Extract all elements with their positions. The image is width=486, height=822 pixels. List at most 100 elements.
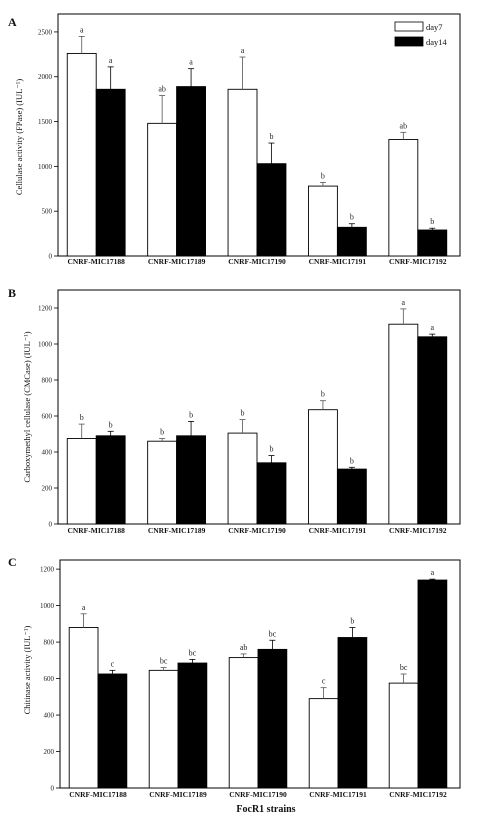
panel-a-bar-day7-1: [147, 122, 178, 257]
panel-a-category-label-0: CNRF-MIC17188: [67, 257, 125, 266]
panel-c-bar-day7-1: [148, 669, 179, 789]
panel-a-bar-day7-2: [227, 88, 258, 257]
panel-b-category-label-1: CNRF-MIC17189: [148, 526, 206, 535]
panel-b-y-ticks: 0 200 400 600 800 1000 1200: [38, 305, 58, 529]
panel-b-sig-letter-day7-0: b: [80, 413, 84, 422]
panel-a-bar-day7-3: [308, 185, 338, 257]
panel-b-bars: b b b b b b b b a a: [66, 298, 448, 525]
panel-c-y-ticks: 0 200 400 600 800 1000 1200: [40, 566, 60, 793]
panel-b-sig-letter-day7-4: a: [402, 298, 406, 307]
panel-c-sig-letter-day14-4: a: [431, 568, 435, 577]
panel-a-categories: CNRF-MIC17188 CNRF-MIC17189 CNRF-MIC17190 C…: [67, 257, 446, 266]
panel-a-sig-letter-day14-2: b: [269, 132, 273, 141]
panel-c-category-label-4: CNRF-MIC17192: [389, 790, 447, 799]
panel-a-ytick-label-3: 1500: [38, 118, 53, 126]
panel-b-category-label-2: CNRF-MIC17190: [228, 526, 286, 535]
panel-a-category-label-1: CNRF-MIC17189: [148, 257, 206, 266]
panel-c-bar-day7-3: [308, 698, 339, 789]
panel-b-ytick-label-5: 1000: [38, 341, 53, 349]
panel-c-bar-day7-0: [68, 627, 99, 789]
panel-b-bar-day14-2: [256, 462, 287, 525]
legend-label-day14: day14: [426, 37, 448, 47]
legend-label-day7: day7: [426, 22, 443, 32]
panel-c-category-label-3: CNRF-MIC17191: [309, 790, 367, 799]
panel-c-categories: CNRF-MIC17188 CNRF-MIC17189 CNRF-MIC17190 C…: [69, 790, 447, 799]
panel-a-ytick-label-5: 2500: [38, 28, 53, 36]
panel-b-bar-day7-3: [308, 409, 338, 525]
panel-b-categories: CNRF-MIC17188 CNRF-MIC17189 CNRF-MIC17190 C…: [67, 526, 446, 535]
panel-c-bar-day14-2: [257, 648, 288, 789]
panel-a-bar-day7-0: [66, 52, 97, 257]
panel-b-y-axis-label: Carboxymethyl cellulase (CMCase) (IUL⁻¹): [22, 331, 32, 482]
panel-b-ytick-label-0: 0: [49, 521, 53, 529]
panel-a-sig-letter-day14-4: b: [430, 217, 434, 226]
panel-c-sig-letter-day7-3: c: [322, 677, 326, 686]
panel-c-ytick-label-5: 1000: [40, 602, 55, 610]
panel-b-bar-day14-0: [95, 435, 126, 525]
panel-c-sig-letter-day14-1: bc: [189, 648, 197, 657]
panel-b-bar-day7-1: [147, 440, 178, 525]
panel-c-bars: a c bc bc ab bc c b bc a: [68, 568, 448, 789]
panel-c-ytick-label-4: 800: [44, 639, 55, 647]
panel-a-category-label-2: CNRF-MIC17190: [228, 257, 286, 266]
panel-c-category-label-1: CNRF-MIC17189: [149, 790, 207, 799]
panel-b-bar-day7-4: [388, 323, 419, 525]
panel-c-sig-letter-day7-2: ab: [240, 643, 248, 652]
panel-a-bar-day14-4: [417, 229, 448, 257]
panel-b-sig-letter-day7-1: b: [160, 428, 164, 437]
panel-c-bar-day14-3: [337, 637, 368, 789]
panel-b-category-label-4: CNRF-MIC17192: [389, 526, 447, 535]
panel-a-bar-day14-0: [95, 88, 126, 257]
panel-a-ytick-label-2: 1000: [38, 163, 53, 171]
panel-b-ytick-label-3: 600: [42, 413, 53, 421]
panel-a-ytick-label-1: 500: [42, 208, 53, 216]
panel-a-sig-letter-day7-0: a: [80, 25, 84, 34]
panel-a-sig-letter-day7-1: ab: [158, 85, 166, 94]
panel-a-category-label-3: CNRF-MIC17191: [309, 257, 367, 266]
panel-c-ytick-label-2: 400: [44, 712, 55, 720]
panel-c-ytick-label-0: 0: [51, 785, 55, 793]
panel-c-y-axis-label: Chitinase activity (IUL⁻¹): [22, 625, 32, 714]
panel-b-bar-day7-2: [227, 432, 258, 525]
panel-c-bar-day7-4: [388, 682, 419, 789]
panel-a-ytick-label-4: 2000: [38, 73, 53, 81]
panel-a-sig-letter-day14-0: a: [109, 56, 113, 65]
panel-c-ytick-label-3: 600: [44, 675, 55, 683]
panel-b-ytick-label-2: 400: [42, 449, 53, 457]
panel-b-chart: B Carboxymethyl cellulase (CMCase) (IUL⁻…: [8, 286, 461, 535]
panel-b-ytick-label-4: 800: [42, 377, 53, 385]
panel-b-sig-letter-day7-2: b: [241, 409, 245, 418]
legend-swatch-day7: [394, 21, 424, 32]
panel-b-sig-letter-day14-0: b: [109, 420, 113, 429]
panel-c-category-label-2: CNRF-MIC17190: [229, 790, 287, 799]
panel-a-y-ticks: 0 500 1000 1500 2000 2500: [38, 28, 58, 261]
legend: day7 day14: [394, 21, 448, 47]
panel-a-sig-letter-day14-3: b: [350, 213, 354, 222]
panel-b-bar-day14-4: [417, 336, 448, 525]
panel-b-sig-letter-day7-3: b: [321, 390, 325, 399]
panel-c-sig-letter-day14-2: bc: [269, 629, 277, 638]
panel-a-bar-day14-2: [256, 163, 287, 257]
panel-a-ytick-label-0: 0: [49, 253, 53, 261]
panel-c-sig-letter-day14-0: c: [111, 659, 115, 668]
panel-b-bar-day14-3: [336, 468, 367, 525]
panel-b-category-label-0: CNRF-MIC17188: [67, 526, 125, 535]
panel-c-chart: C Chitinase activity (IUL⁻¹) 0 200 400 600 8…: [8, 555, 461, 799]
panel-a-y-axis-label: Cellulase activity (FPase) (IUL⁻¹): [14, 79, 24, 195]
panel-a-sig-letter-day7-3: b: [321, 172, 325, 181]
panel-c-sig-letter-day7-1: bc: [160, 657, 168, 666]
panel-b-letter: B: [8, 286, 16, 300]
panel-a-sig-letter-day7-4: ab: [400, 121, 408, 130]
panel-c-sig-letter-day7-4: bc: [400, 663, 408, 672]
panel-c-letter: C: [8, 555, 17, 569]
panel-a-chart: A Cellulase activity (FPase) (IUL⁻¹) 0 50…: [8, 13, 461, 266]
panel-b-bar-day14-1: [176, 435, 206, 525]
panel-b-ytick-label-1: 200: [42, 485, 53, 493]
panel-a-bar-day14-1: [176, 86, 206, 257]
panel-b-bar-day7-0: [66, 438, 97, 525]
panel-a-sig-letter-day14-1: a: [189, 58, 193, 67]
panel-b-sig-letter-day14-1: b: [189, 410, 193, 419]
panel-a-letter: A: [8, 15, 17, 29]
